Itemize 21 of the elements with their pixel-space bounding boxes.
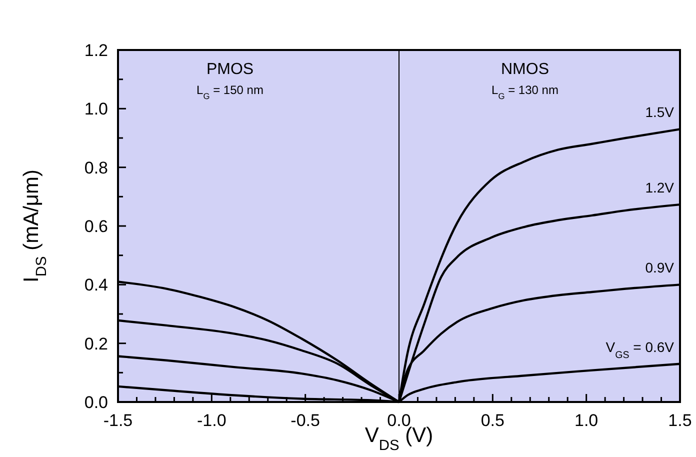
x-tick-label: 1.5 <box>668 411 692 430</box>
x-tick-label: -0.5 <box>290 411 320 430</box>
series-label: 1.5V <box>645 104 675 120</box>
y-tick-label: 0.6 <box>84 217 108 236</box>
y-tick-label: 0.0 <box>84 393 108 412</box>
annotation: L$_{G}$ = 130 nm <box>492 83 558 101</box>
annotation: PMOS <box>206 61 254 78</box>
annotation: L$_{G}$ = 150 nm <box>196 83 264 101</box>
annotation: NMOS <box>501 61 549 78</box>
x-tick-label: 0.5 <box>480 411 504 430</box>
series-label: V$_{GS}$ = 0.6V <box>606 338 675 360</box>
y-tick-label: 1.0 <box>84 100 108 119</box>
y-tick-label: 0.4 <box>84 276 108 295</box>
y-tick-label: 1.2 <box>84 41 108 60</box>
x-tick-label: 1.0 <box>574 411 598 430</box>
x-tick-label: -1.0 <box>197 411 226 430</box>
y-tick-label: 0.8 <box>84 158 108 178</box>
x-tick-label: -1.5 <box>103 411 133 430</box>
y-tick-label: 0.2 <box>84 334 108 354</box>
series-label: 1.2V <box>645 180 675 196</box>
series-label: 0.9V <box>645 260 675 276</box>
